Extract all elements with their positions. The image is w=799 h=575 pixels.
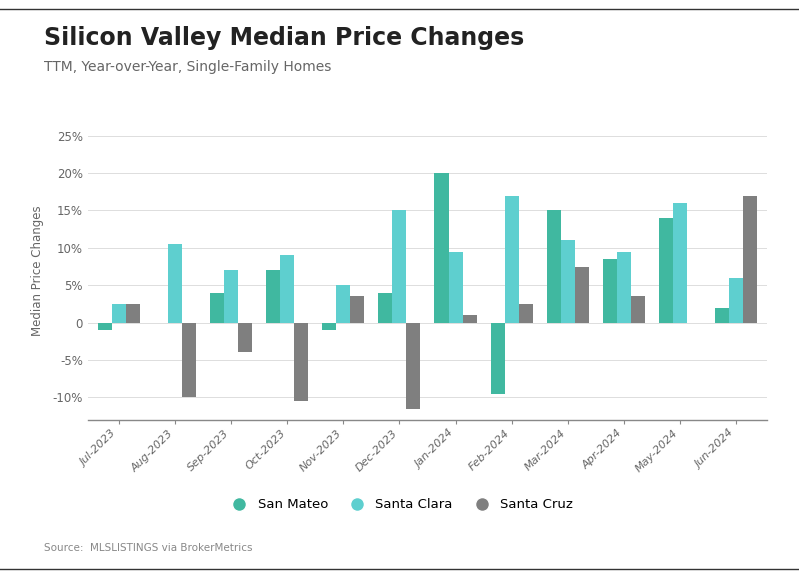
Text: TTM, Year-over-Year, Single-Family Homes: TTM, Year-over-Year, Single-Family Homes: [44, 60, 332, 74]
Bar: [729, 278, 743, 323]
Bar: [407, 323, 420, 408]
Bar: [238, 323, 252, 352]
Bar: [547, 210, 561, 323]
Bar: [673, 203, 687, 323]
Bar: [97, 323, 112, 330]
Bar: [224, 270, 238, 323]
Bar: [210, 293, 224, 323]
Y-axis label: Median Price Changes: Median Price Changes: [31, 205, 44, 336]
Bar: [379, 293, 392, 323]
Legend: San Mateo, Santa Clara, Santa Cruz: San Mateo, Santa Clara, Santa Cruz: [221, 493, 578, 517]
Bar: [112, 304, 125, 323]
Bar: [336, 285, 350, 323]
Bar: [294, 323, 308, 401]
Bar: [743, 196, 757, 323]
Bar: [392, 210, 407, 323]
Bar: [448, 252, 463, 323]
Bar: [491, 323, 505, 393]
Bar: [322, 323, 336, 330]
Bar: [350, 296, 364, 323]
Bar: [463, 315, 476, 323]
Bar: [168, 244, 182, 323]
Bar: [125, 304, 140, 323]
Bar: [561, 240, 574, 323]
Bar: [617, 252, 631, 323]
Bar: [603, 259, 617, 323]
Bar: [631, 296, 645, 323]
Bar: [715, 308, 729, 323]
Bar: [280, 255, 294, 323]
Text: Source:  MLSLISTINGS via BrokerMetrics: Source: MLSLISTINGS via BrokerMetrics: [44, 543, 252, 553]
Bar: [266, 270, 280, 323]
Bar: [659, 218, 673, 323]
Bar: [519, 304, 533, 323]
Bar: [574, 266, 589, 323]
Text: Silicon Valley Median Price Changes: Silicon Valley Median Price Changes: [44, 26, 524, 50]
Bar: [182, 323, 196, 397]
Bar: [435, 173, 448, 323]
Bar: [505, 196, 519, 323]
